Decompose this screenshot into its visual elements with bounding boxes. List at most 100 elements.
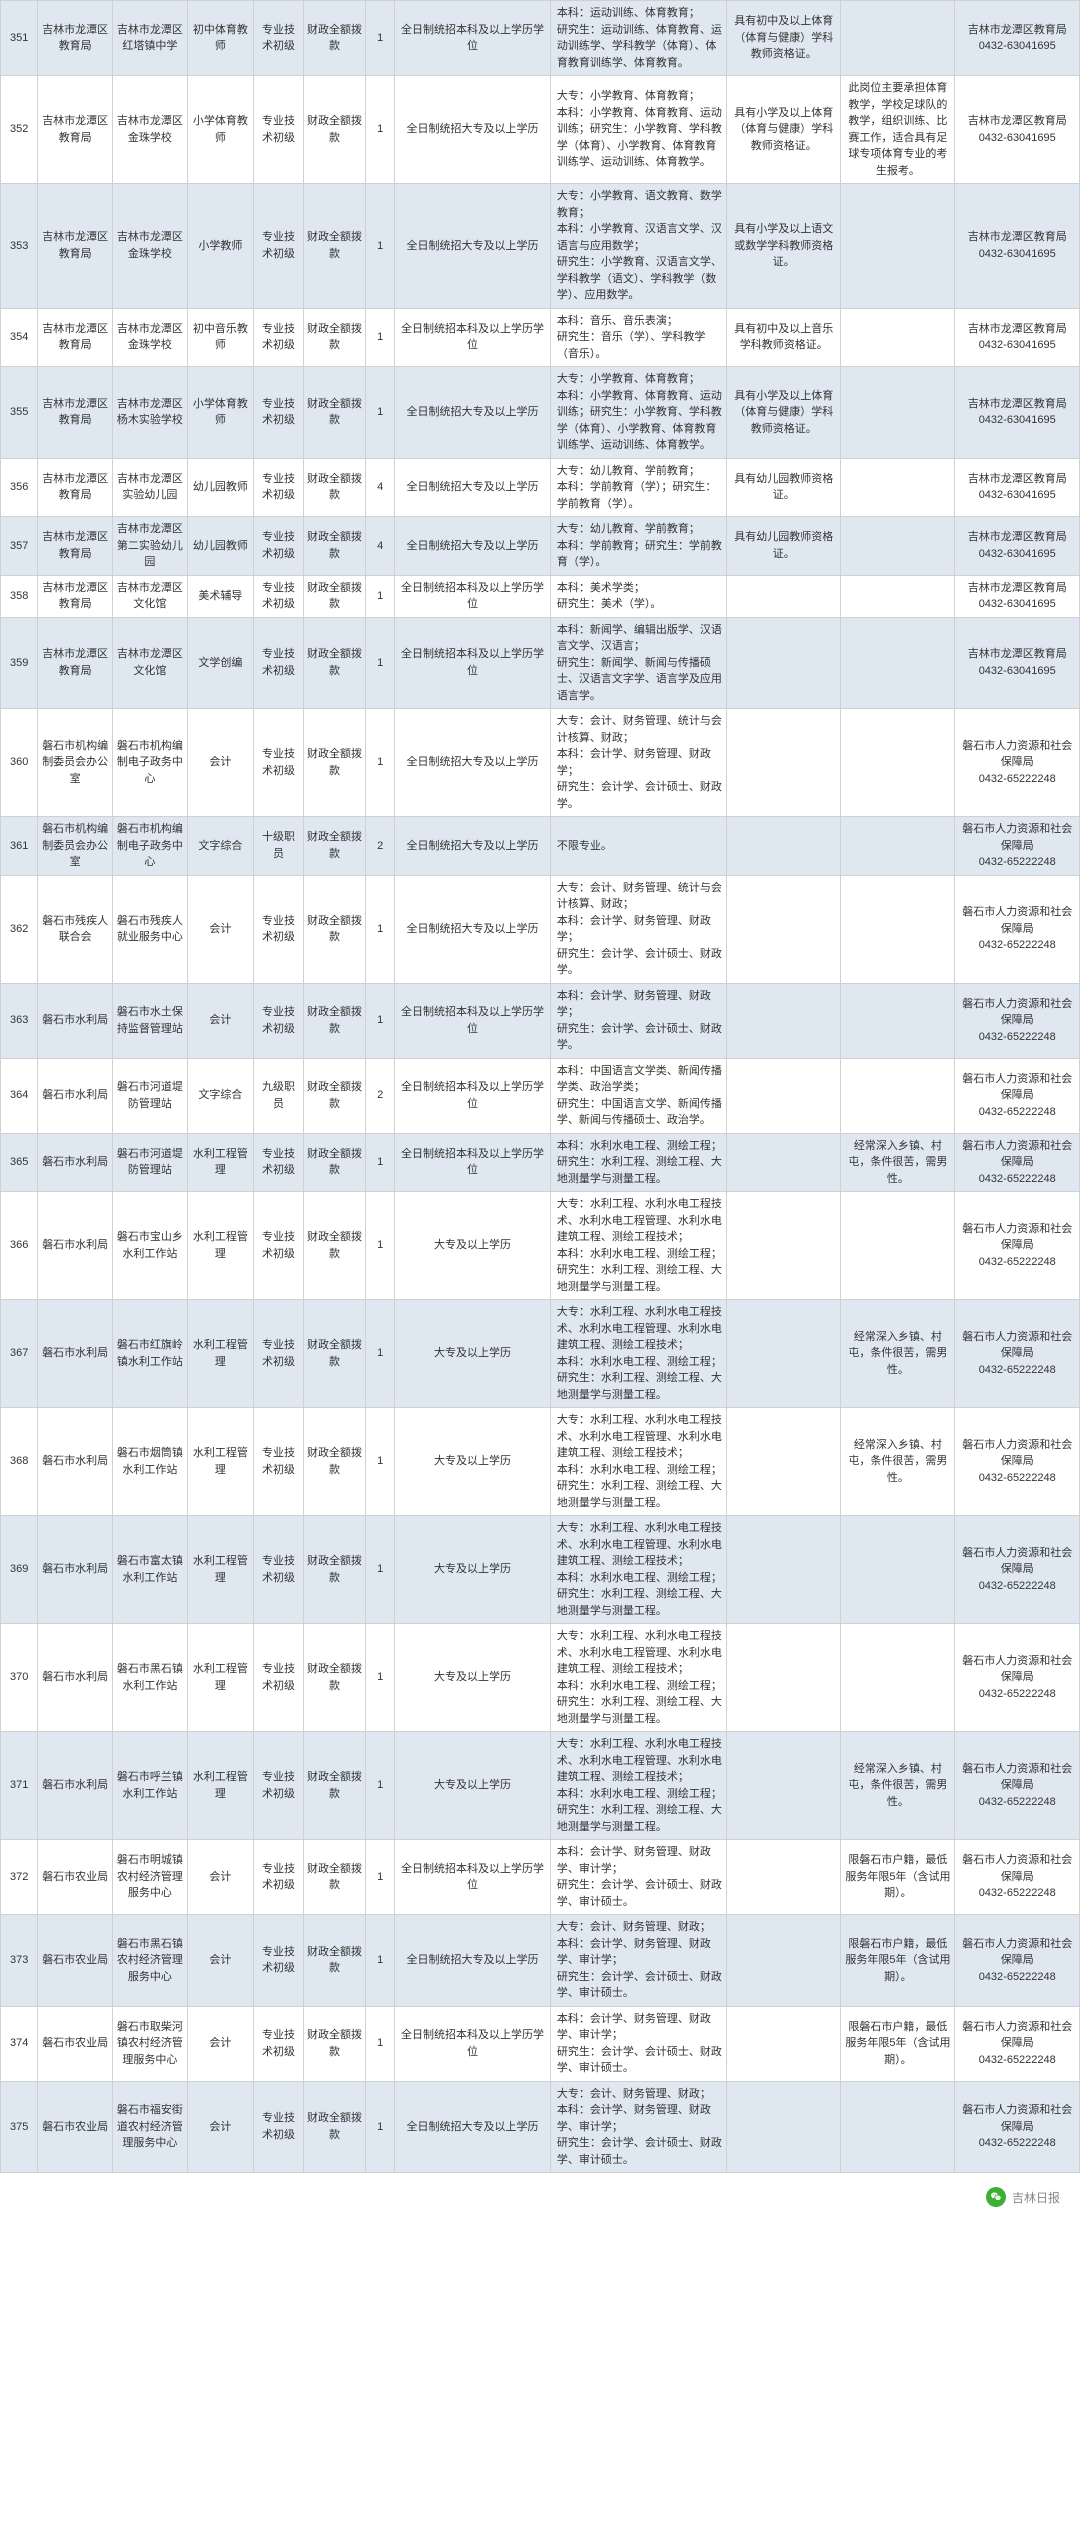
table-cell: 362 [1,875,38,983]
table-row: 371磐石市水利局磐石市呼兰镇水利工作站水利工程管理专业技术初级财政全额拨款1大… [1,1732,1080,1840]
table-cell [727,1915,841,2007]
table-cell: 吉林市龙潭区教育局 [38,575,113,617]
table-cell: 365 [1,1133,38,1192]
table-cell: 会计 [187,983,253,1058]
table-cell: 1 [366,308,395,367]
table-cell: 大专及以上学历 [395,1408,551,1516]
table-cell: 全日制统招大专及以上学历 [395,76,551,184]
table-cell: 大专：小学教育、语文教育、数学教育；本科：小学教育、汉语言文学、汉语言与应用数学… [550,184,726,309]
table-cell: 1 [366,1133,395,1192]
table-cell: 1 [366,1624,395,1732]
table-cell: 文学创编 [187,617,253,709]
table-cell: 水利工程管理 [187,1192,253,1300]
table-row: 355吉林市龙潭区教育局吉林市龙潭区杨木实验学校小学体育教师专业技术初级财政全额… [1,367,1080,459]
table-cell: 本科：会计学、财务管理、财政学、审计学；研究生：会计学、会计硕士、财政学、审计硕… [550,2006,726,2081]
table-cell: 吉林市龙潭区教育局0432-63041695 [955,184,1080,309]
table-cell: 吉林市龙潭区金珠学校 [113,308,188,367]
table-cell: 具有初中及以上体育（体育与健康）学科教师资格证。 [727,1,841,76]
table-cell: 磐石市烟筒镇水利工作站 [113,1408,188,1516]
table-cell: 全日制统招大专及以上学历 [395,2081,551,2173]
table-cell: 财政全额拨款 [303,1915,365,2007]
table-cell: 财政全额拨款 [303,1,365,76]
table-cell: 358 [1,575,38,617]
table-cell: 大专：会计、财务管理、统计与会计核算、财政；本科：会计学、财务管理、财政学；研究… [550,709,726,817]
table-cell: 磐石市人力资源和社会保障局0432-65222248 [955,1915,1080,2007]
table-cell: 4 [366,458,395,517]
table-cell: 1 [366,184,395,309]
table-cell: 1 [366,617,395,709]
table-row: 363磐石市水利局磐石市水土保持监督管理站会计专业技术初级财政全额拨款1全日制统… [1,983,1080,1058]
table-cell: 353 [1,184,38,309]
table-cell [727,1732,841,1840]
table-cell: 美术辅导 [187,575,253,617]
table-cell: 财政全额拨款 [303,2006,365,2081]
table-cell: 财政全额拨款 [303,575,365,617]
table-cell: 财政全额拨款 [303,1408,365,1516]
table-cell: 354 [1,308,38,367]
table-cell [727,1840,841,1915]
table-cell: 具有小学及以上体育（体育与健康）学科教师资格证。 [727,76,841,184]
table-cell: 大专：幼儿教育、学前教育；本科：学前教育；研究生：学前教育（学）。 [550,517,726,576]
table-cell [841,184,955,309]
table-cell: 专业技术初级 [254,367,304,459]
table-cell: 财政全额拨款 [303,1300,365,1408]
table-cell: 吉林市龙潭区教育局0432-63041695 [955,308,1080,367]
table-cell [841,875,955,983]
table-cell: 水利工程管理 [187,1133,253,1192]
table-cell: 吉林市龙潭区教育局0432-63041695 [955,367,1080,459]
table-cell: 367 [1,1300,38,1408]
table-cell: 具有小学及以上体育（体育与健康）学科教师资格证。 [727,367,841,459]
table-cell: 351 [1,1,38,76]
table-cell: 财政全额拨款 [303,709,365,817]
table-cell: 财政全额拨款 [303,184,365,309]
table-cell: 全日制统招大专及以上学历 [395,1915,551,2007]
table-cell: 全日制统招本科及以上学历学位 [395,2006,551,2081]
table-cell: 财政全额拨款 [303,1192,365,1300]
table-cell: 全日制统招本科及以上学历学位 [395,1133,551,1192]
table-row: 367磐石市水利局磐石市红旗岭镇水利工作站水利工程管理专业技术初级财政全额拨款1… [1,1300,1080,1408]
table-cell: 1 [366,1192,395,1300]
table-cell: 磐石市水利局 [38,1624,113,1732]
table-cell: 磐石市河道堤防管理站 [113,1133,188,1192]
table-cell: 吉林市龙潭区文化馆 [113,575,188,617]
table-cell: 大专：会计、财务管理、统计与会计核算、财政；本科：会计学、财务管理、财政学；研究… [550,875,726,983]
table-cell: 吉林市龙潭区教育局 [38,184,113,309]
table-cell: 水利工程管理 [187,1732,253,1840]
table-cell: 2 [366,817,395,876]
table-cell: 水利工程管理 [187,1624,253,1732]
table-cell: 专业技术初级 [254,308,304,367]
table-row: 364磐石市水利局磐石市河道堤防管理站文字综合九级职员财政全额拨款2全日制统招本… [1,1058,1080,1133]
table-cell: 大专及以上学历 [395,1192,551,1300]
table-cell: 吉林市龙潭区教育局 [38,367,113,459]
table-cell: 355 [1,367,38,459]
table-cell: 大专：会计、财务管理、财政；本科：会计学、财务管理、财政学、审计学；研究生：会计… [550,1915,726,2007]
table-cell: 吉林市龙潭区教育局0432-63041695 [955,617,1080,709]
table-cell: 吉林市龙潭区杨木实验学校 [113,367,188,459]
table-cell: 会计 [187,2006,253,2081]
table-cell [727,617,841,709]
table-cell: 会计 [187,1915,253,2007]
table-cell: 具有幼儿园教师资格证。 [727,517,841,576]
table-cell: 1 [366,367,395,459]
table-cell: 大专及以上学历 [395,1624,551,1732]
table-cell: 文字综合 [187,1058,253,1133]
table-cell: 1 [366,1915,395,2007]
table-cell: 磐石市人力资源和社会保障局0432-65222248 [955,2081,1080,2173]
table-cell: 吉林市龙潭区金珠学校 [113,184,188,309]
table-cell: 财政全额拨款 [303,1624,365,1732]
table-cell: 全日制统招大专及以上学历 [395,709,551,817]
table-row: 372磐石市农业局磐石市明城镇农村经济管理服务中心会计专业技术初级财政全额拨款1… [1,1840,1080,1915]
table-cell [841,709,955,817]
table-cell: 364 [1,1058,38,1133]
table-cell: 磐石市宝山乡水利工作站 [113,1192,188,1300]
table-cell: 财政全额拨款 [303,1516,365,1624]
table-cell: 1 [366,875,395,983]
table-cell: 本科：中国语言文学类、新闻传播学类、政治学类；研究生：中国语言文学、新闻传播学、… [550,1058,726,1133]
table-cell: 水利工程管理 [187,1408,253,1516]
table-cell: 专业技术初级 [254,1133,304,1192]
table-cell: 本科：水利水电工程、测绘工程；研究生：水利工程、测绘工程、大地测量学与测量工程。 [550,1133,726,1192]
table-cell [841,1516,955,1624]
table-cell: 吉林市龙潭区教育局 [38,76,113,184]
table-cell: 小学体育教师 [187,367,253,459]
table-cell: 磐石市人力资源和社会保障局0432-65222248 [955,1516,1080,1624]
